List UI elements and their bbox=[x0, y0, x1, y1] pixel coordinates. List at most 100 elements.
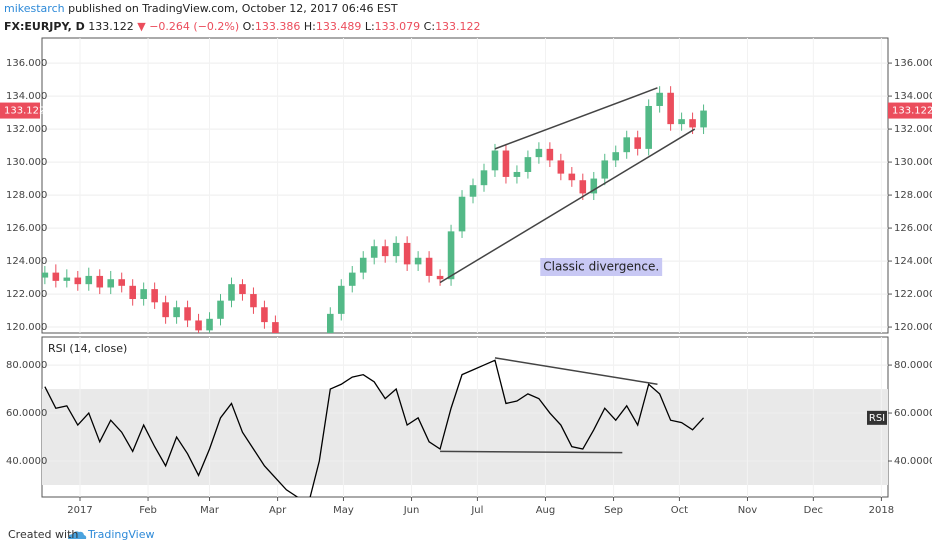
y-tick-label-left: 122.000 bbox=[6, 289, 47, 300]
candle-body bbox=[392, 242, 400, 257]
change: −0.264 (−0.2%) bbox=[149, 20, 240, 33]
y-tick-label-left: 60.0000 bbox=[6, 408, 47, 419]
y-tick-label: 80.0000 bbox=[894, 360, 932, 371]
candle-body bbox=[568, 173, 576, 181]
x-tick-label: May bbox=[333, 505, 354, 516]
candle-body bbox=[502, 150, 510, 177]
y-tick-label: 132.000 bbox=[894, 124, 932, 135]
candle-body bbox=[42, 272, 49, 278]
candle-body bbox=[359, 257, 367, 273]
candle-body bbox=[656, 92, 663, 106]
y-tick-label-left: 132.000 bbox=[6, 124, 47, 135]
y-tick-label: 136.000 bbox=[894, 58, 932, 69]
candle-body bbox=[63, 277, 71, 281]
last-price-label: 133.122 bbox=[892, 106, 932, 117]
candle-body bbox=[623, 137, 631, 153]
candle-body bbox=[458, 196, 466, 232]
annotation-bg bbox=[540, 258, 663, 277]
y-tick-label-left: 134.000 bbox=[6, 91, 47, 102]
footer-brand: TradingView bbox=[87, 528, 154, 541]
arrow: ▼ bbox=[137, 20, 146, 33]
candle-body bbox=[700, 110, 707, 128]
quote-label: L: bbox=[364, 20, 375, 33]
y-tick-label: 134.000 bbox=[894, 91, 932, 102]
candle-body bbox=[206, 318, 213, 331]
candle-body bbox=[228, 284, 235, 301]
candle-body bbox=[667, 92, 674, 125]
candle-body bbox=[381, 246, 389, 257]
candle-body bbox=[283, 345, 290, 370]
candle-body bbox=[590, 178, 598, 194]
candle-body bbox=[140, 289, 147, 300]
candle-body bbox=[162, 302, 169, 318]
candle-body bbox=[52, 272, 60, 281]
x-tick-label: Mar bbox=[200, 505, 220, 516]
candle-body bbox=[294, 370, 301, 390]
series-name: RSI bbox=[869, 413, 885, 424]
footer-created: Created with bbox=[8, 528, 78, 541]
y-tick-label-left: 40.0000 bbox=[6, 456, 47, 467]
rsi-band bbox=[42, 389, 888, 486]
candle-body bbox=[96, 275, 104, 288]
trend-line bbox=[494, 87, 658, 150]
y-tick-label: 124.000 bbox=[894, 256, 932, 267]
y-tick-label-left: 126.000 bbox=[6, 223, 47, 234]
y-tick-label: 40.0000 bbox=[894, 456, 932, 467]
panel-title: RSI (14, close) bbox=[48, 342, 127, 355]
footer-logo bbox=[68, 531, 87, 539]
quote-value: 133.489 bbox=[315, 20, 362, 33]
candle-body bbox=[634, 137, 641, 149]
quote-value: 133.386 bbox=[254, 20, 301, 33]
y-tick-label: 128.000 bbox=[894, 190, 932, 201]
candle-body bbox=[173, 307, 180, 318]
candle-body bbox=[546, 148, 554, 161]
candle-body bbox=[491, 150, 499, 171]
candle-body bbox=[436, 275, 444, 280]
y-tick-label-left: 130.000 bbox=[6, 157, 47, 168]
y-tick-label: 126.000 bbox=[894, 223, 932, 234]
candle-body bbox=[327, 313, 334, 333]
candle-body bbox=[480, 170, 488, 186]
x-tick-label: Sep bbox=[604, 505, 623, 516]
candle-body bbox=[261, 307, 268, 323]
candle-body bbox=[557, 160, 565, 174]
y-tick-label: 60.0000 bbox=[894, 408, 932, 419]
y-tick-label: 120.000 bbox=[894, 322, 932, 333]
candle-body bbox=[129, 285, 136, 300]
candle-body bbox=[250, 294, 257, 308]
annotation: Classic divergence. bbox=[543, 260, 659, 274]
y-tick-label-left: 80.0000 bbox=[6, 360, 47, 371]
candle-body bbox=[513, 171, 521, 177]
candle-body bbox=[85, 275, 93, 285]
candle-body bbox=[217, 300, 224, 319]
publish-line: mikestarch published on TradingView.com,… bbox=[4, 2, 398, 15]
trend-line bbox=[439, 128, 696, 284]
quote-line: FX:EURJPY, D 133.122 ▼ −0.264 (−0.2%) O:… bbox=[4, 20, 481, 33]
x-tick-label: Oct bbox=[671, 505, 688, 516]
x-tick-label: Apr bbox=[269, 505, 287, 516]
x-tick-label: Jun bbox=[403, 505, 420, 516]
candle-body bbox=[337, 285, 345, 314]
candle-body bbox=[425, 257, 433, 276]
candle-body bbox=[107, 279, 115, 288]
rsi-line bbox=[44, 359, 705, 497]
x-tick-label: 2017 bbox=[67, 505, 92, 516]
published: published on TradingView.com, October 12… bbox=[68, 2, 398, 15]
quote-label: O: bbox=[242, 20, 255, 33]
candle-body bbox=[195, 320, 202, 331]
x-tick-label: Dec bbox=[804, 505, 823, 516]
series-box bbox=[867, 410, 887, 425]
quote-label: C: bbox=[423, 20, 436, 33]
price: 133.122 bbox=[88, 20, 134, 33]
x-tick-label: Jul bbox=[470, 505, 483, 516]
candle-body bbox=[370, 246, 378, 258]
candle-body bbox=[272, 322, 279, 333]
plot-area bbox=[42, 337, 888, 497]
candle-body bbox=[74, 277, 82, 285]
candle-body bbox=[118, 279, 125, 286]
candle-body bbox=[239, 284, 246, 295]
x-tick-label: Feb bbox=[139, 505, 157, 516]
author: mikestarch bbox=[4, 2, 65, 15]
